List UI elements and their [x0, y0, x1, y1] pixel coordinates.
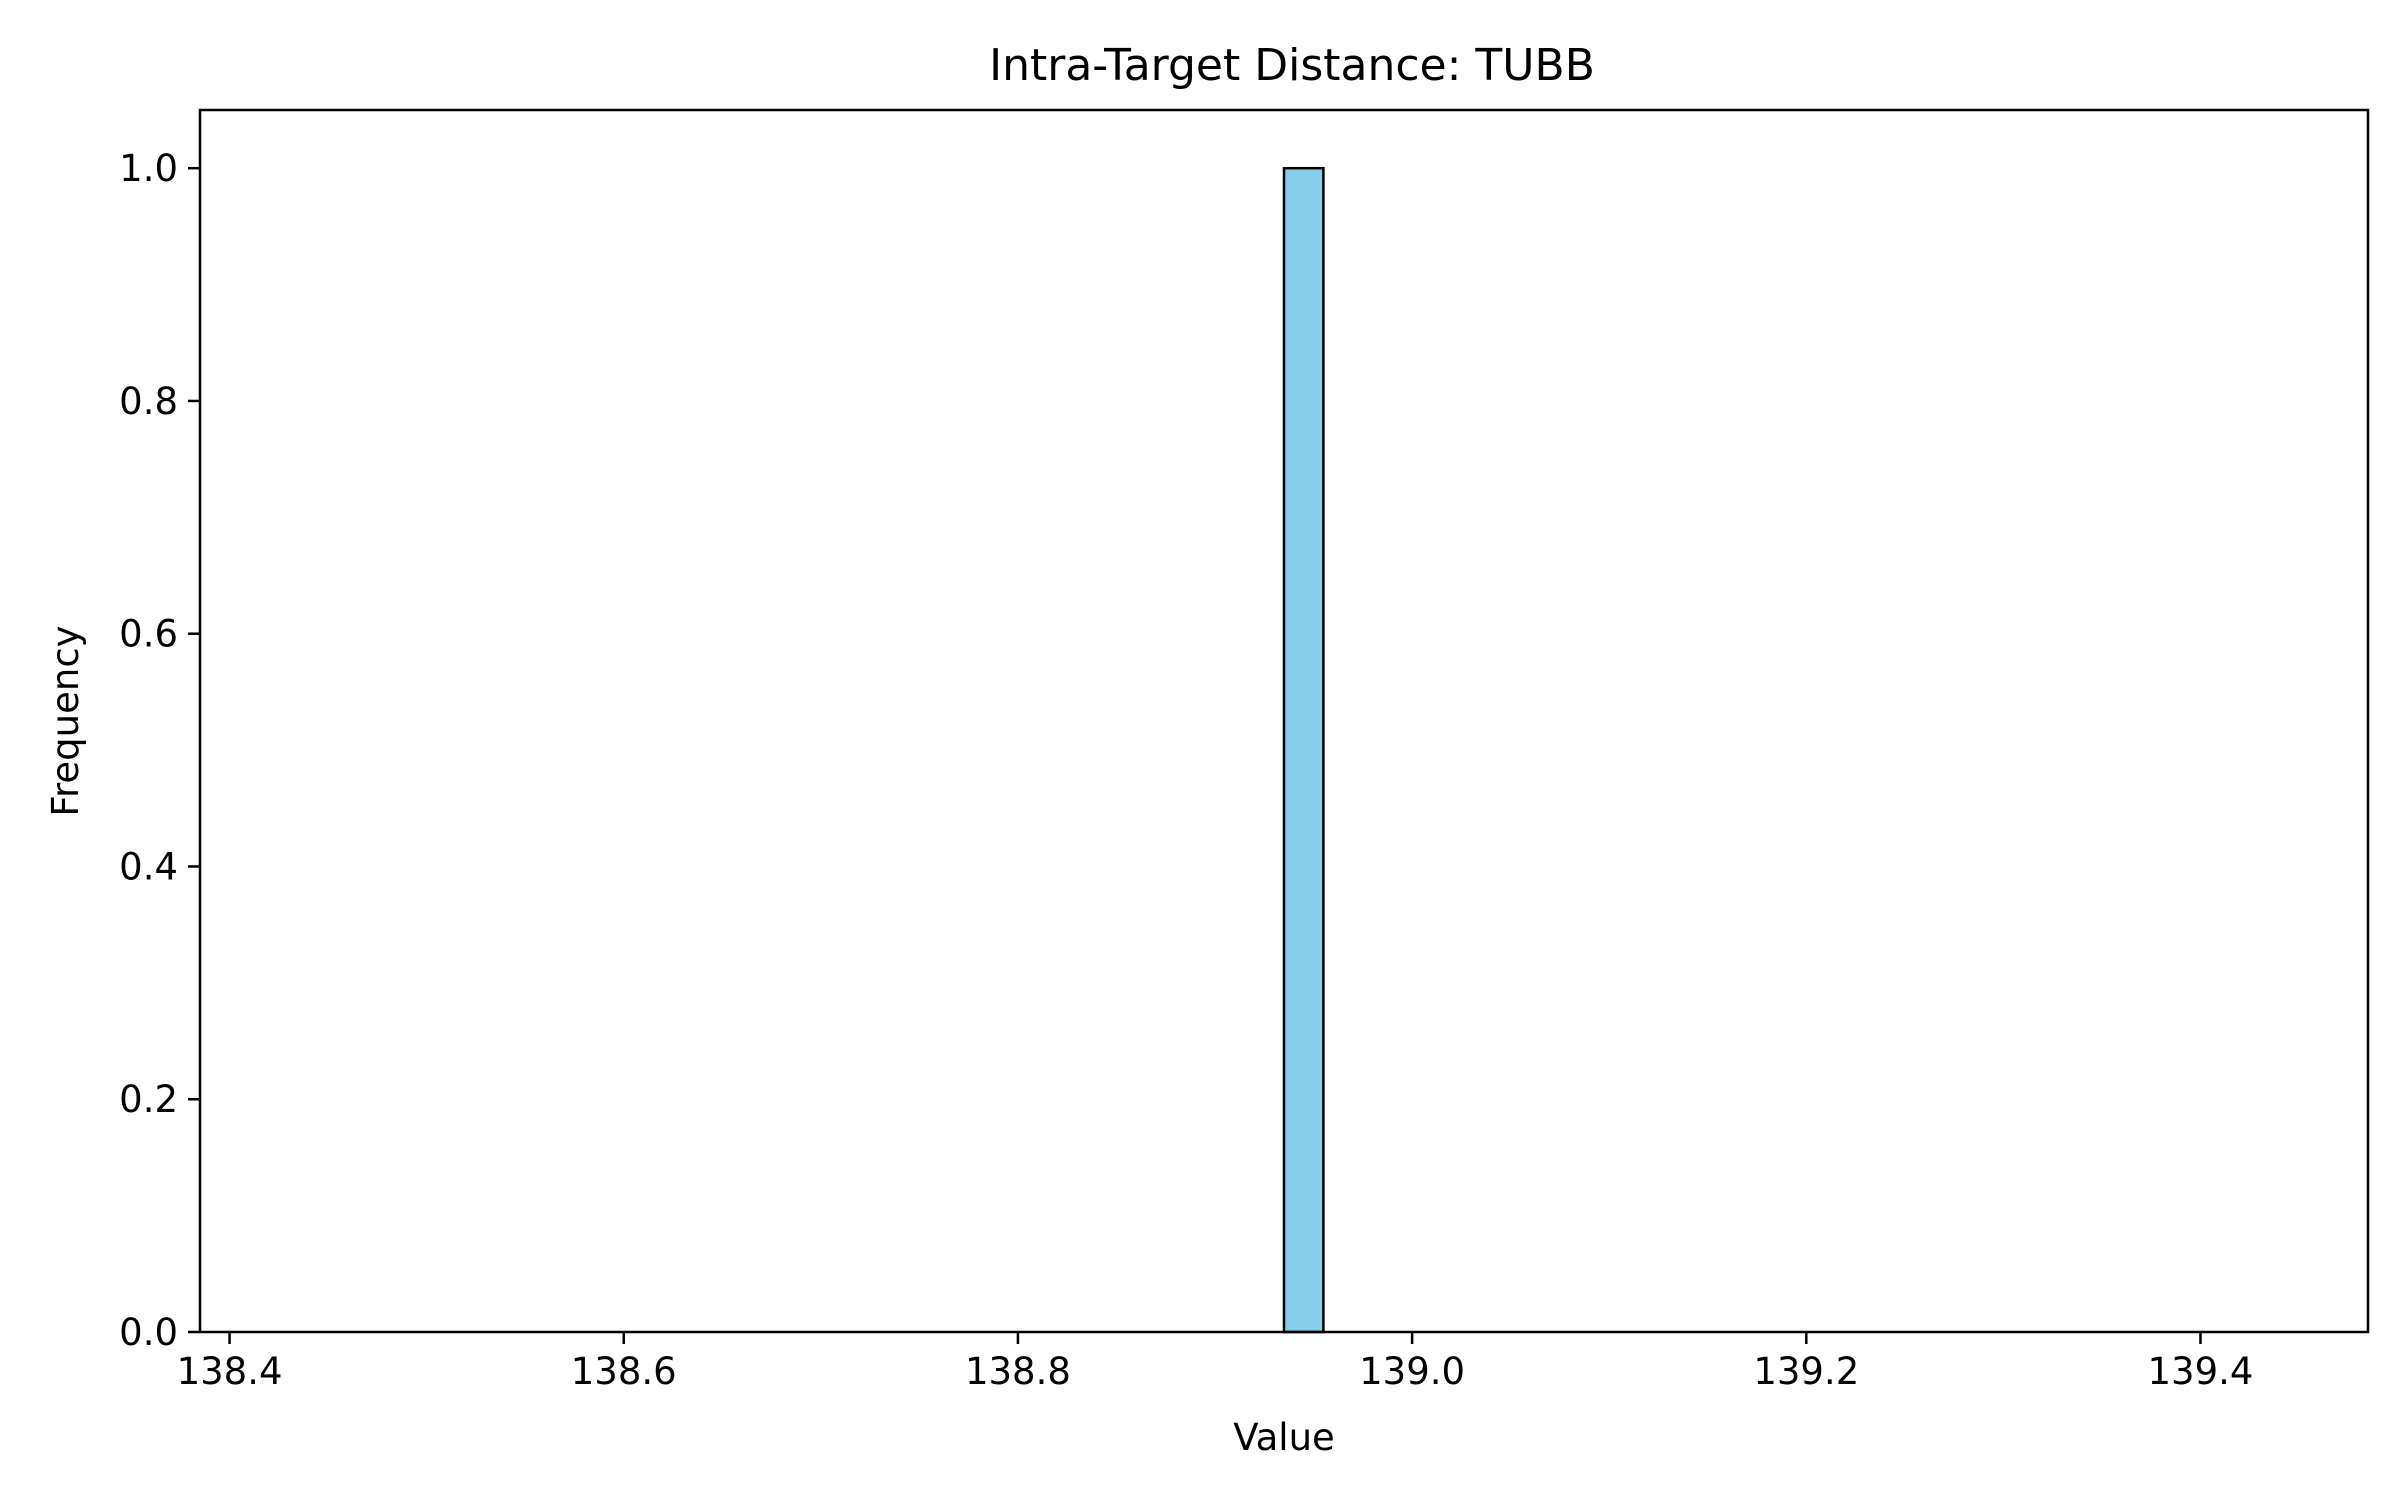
chart-title: Intra-Target Distance: TUBB [989, 40, 1595, 91]
y-axis: 0.0 0.2 0.4 0.6 0.8 1.0 [119, 147, 200, 1354]
x-tick-label: 138.4 [177, 1350, 283, 1393]
x-tick-label: 139.2 [1753, 1350, 1859, 1393]
y-tick-label: 0.6 [119, 613, 178, 656]
x-axis-label: Value [1233, 1416, 1335, 1459]
y-tick-label: 0.0 [119, 1311, 178, 1354]
x-tick-label: 139.0 [1359, 1350, 1465, 1393]
plot-frame [198, 108, 2370, 1334]
x-tick-label: 138.8 [965, 1350, 1071, 1393]
histogram-bar [1282, 166, 1325, 1334]
plot-content [1282, 166, 1325, 1334]
x-tick-label: 139.4 [2148, 1350, 2254, 1393]
y-tick-label: 1.0 [119, 147, 178, 190]
y-tick-label: 0.8 [119, 380, 178, 423]
x-tick-label: 138.6 [571, 1350, 677, 1393]
y-tick-label: 0.4 [119, 845, 178, 888]
y-tick-label: 0.2 [119, 1078, 178, 1121]
y-axis-label: Frequency [44, 625, 87, 816]
x-axis: 138.4 138.6 138.8 139.0 139.2 139.4 [177, 1332, 2254, 1393]
